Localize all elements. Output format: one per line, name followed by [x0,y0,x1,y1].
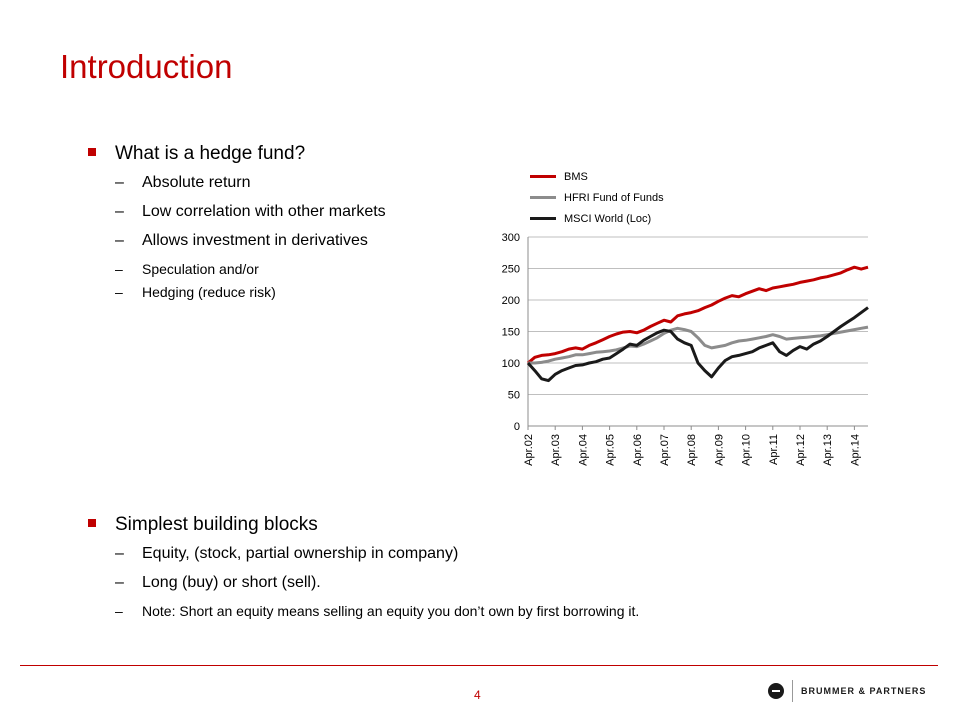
sub-bullet: – Equity, (stock, partial ownership in co… [88,545,639,563]
bullet-marker-icon [88,148,96,156]
dash-marker: – [115,261,123,277]
bullet-heading-text: Simplest building blocks [115,514,318,535]
sub-sub-bullet: – Hedging (reduce risk) [88,284,386,300]
line-chart: 0 50 100 150 200 250 300 Apr.02 Apr.03 Apr.04 Apr.… [502,232,869,466]
bullet-heading: Simplest building blocks [88,514,639,536]
y-tick-label: 50 [508,390,520,402]
legend-label: BMS [564,170,588,183]
y-tick-label: 100 [502,358,520,370]
sub-bullet: – Low correlation with other markets [88,203,386,221]
legend-swatch-msci [530,217,556,220]
x-tick-label: Apr.03 [550,434,562,466]
sub-bullet: – Long (buy) or short (sell). [88,574,639,592]
sub-bullet: – Allows investment in derivatives [88,232,386,250]
legend-swatch-hfri [530,196,556,199]
legend-item-msci: MSCI World (Loc) [530,208,664,229]
chart-legend: BMS HFRI Fund of Funds MSCI World (Loc) [530,166,664,229]
legend-item-hfri: HFRI Fund of Funds [530,187,664,208]
y-tick-label: 200 [502,295,520,307]
page-number: 4 [474,688,481,702]
sub-sub-bullet-text: Speculation and/or [142,261,259,277]
x-tick-label: Apr.04 [577,434,589,466]
dash-marker: – [115,203,124,220]
y-tick-label: 0 [514,421,520,433]
sub-sub-bullet-text: Note: Short an equity means selling an e… [142,603,640,619]
sub-sub-bullet: – Speculation and/or [88,261,386,277]
bullet-heading-text: What is a hedge fund? [115,143,306,164]
x-tick-label: Apr.13 [822,434,834,466]
logo-icon [768,683,784,699]
series-line-msci-world-loc [526,306,869,383]
dash-marker: – [115,603,123,619]
brand-logo: BRUMMER & PARTNERS [768,680,926,702]
y-tick-label: 300 [502,232,520,244]
x-tick-label: Apr.05 [605,434,617,466]
series-line-bms [527,265,869,365]
dash-marker: – [115,284,123,300]
sub-bullet-text: Low correlation with other markets [142,203,386,220]
footer-divider [20,665,938,666]
bullet-list-hedge-fund: What is a hedge fund? – Absolute return –… [88,143,386,307]
x-tick-label: Apr.10 [741,434,753,466]
sub-bullet-text: Allows investment in derivatives [142,232,368,249]
legend-swatch-bms [530,175,556,178]
y-tick-label: 150 [502,327,520,339]
sub-bullet-text: Equity, (stock, partial ownership in com… [142,545,459,562]
logo-text: BRUMMER & PARTNERS [801,686,927,696]
logo-divider [792,680,793,702]
series-line-hfri-fund-of-funds [528,325,869,365]
x-tick-label: Apr.09 [713,434,725,466]
x-tick-label: Apr.11 [768,434,780,465]
sub-sub-bullet-text: Hedging (reduce risk) [142,284,276,300]
legend-item-bms: BMS [530,166,664,187]
x-tick-label: Apr.07 [659,434,671,466]
dash-marker: – [115,174,124,191]
y-tick-label: 250 [502,264,520,276]
dash-marker: – [115,574,124,591]
x-tick-label: Apr.14 [849,434,861,466]
sub-bullet-text: Absolute return [142,174,251,191]
dash-marker: – [115,545,124,562]
bullet-marker-icon [88,519,96,527]
slide-title: Introduction [60,48,233,85]
sub-bullet: – Absolute return [88,174,386,192]
x-tick-label: Apr.08 [686,434,698,466]
legend-label: HFRI Fund of Funds [564,191,664,204]
bullet-list-building-blocks: Simplest building blocks – Equity, (stock… [88,514,639,626]
dash-marker: – [115,232,124,249]
x-tick-label: Apr.06 [632,434,644,466]
bullet-heading: What is a hedge fund? [88,143,386,165]
sub-sub-bullet: – Note: Short an equity means selling an … [88,603,639,619]
x-tick-label: Apr.12 [795,434,807,466]
sub-bullet-text: Long (buy) or short (sell). [142,574,321,591]
legend-label: MSCI World (Loc) [564,212,652,225]
x-tick-label: Apr.02 [523,434,535,466]
